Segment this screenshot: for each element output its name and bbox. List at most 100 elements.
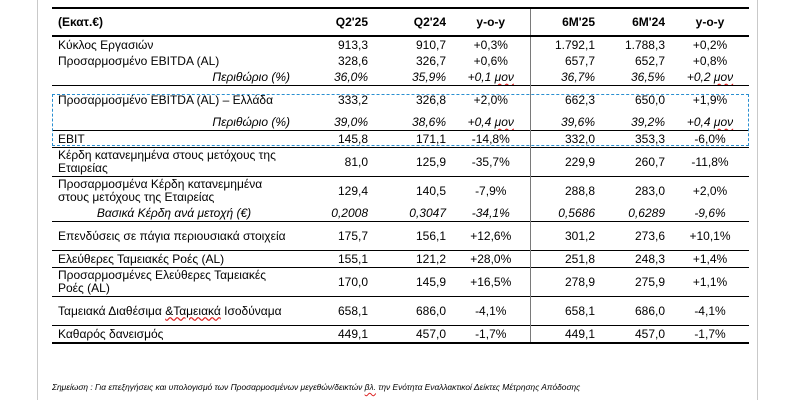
yoy-unit: μον [494,115,514,129]
table-row: Ταμειακά Διαθέσιμα &Ταμειακά Ισοδύναμα 6… [52,296,749,326]
row-label: Βασικά Κέρδη ανά μετοχή (€) [96,205,252,220]
cell-6m-24: 275,9 [634,275,665,289]
cell-yoy-quarter: -7,9% [475,184,507,198]
cell-q2-25: 333,2 [337,93,368,107]
table-row: Κύκλος Εργασιών 913,3 910,7 +0,3% 1.792,… [52,36,749,53]
cell-yoy-quarter: +12,6% [470,229,512,243]
cell-6m-25: 229,9 [529,147,601,177]
cell-q2-24: 910,7 [415,38,446,52]
cell-yoy-quarter: +0,1 μον [452,69,530,86]
table-row-margin: Περιθώριο (%) 36,0% 35,9% +0,1 μον 36,7%… [52,69,749,86]
cell-q2-24: 38,6% [411,115,446,129]
cell-q2-24: 686,0 [415,304,446,318]
cell-6m-24: 36,5% [630,70,665,84]
cell-6m-25: 1.792,1 [529,36,601,53]
header-6m-25: 6M'25 [529,8,601,36]
row-label: Περιθώριο (%) [212,69,290,84]
cell-yoy-half: +2,0% [692,184,728,198]
cell-6m-24: 0,6289 [628,206,665,220]
financial-results-table: (Εκατ.€) Q2'25 Q2'24 y-o-y 6M'25 6M'24 y… [52,7,749,344]
cell-6m-24: 248,3 [634,252,665,266]
table-row: Προσαρμοσμένο EBITDA (AL) 328,6 326,7 +0… [52,53,749,69]
cell-yoy-half: -9,6% [694,206,726,220]
cell-yoy-quarter: -14,8% [471,132,510,146]
cell-yoy-half: +0,8% [692,54,728,68]
cell-q2-25: 449,1 [337,327,368,341]
cell-q2-24: 326,8 [415,93,446,107]
cell-6m-25: 39,6% [529,114,601,131]
cell-yoy-half: +1,1% [692,275,728,289]
table-row-margin: Περιθώριο (%) 39,0% 38,6% +0,4 μον 39,6%… [52,114,749,131]
yoy-value: +0,2 [686,70,714,84]
yoy-value: +0,1 [467,70,495,84]
footnote-text: Σημείωση : Για επεξηγήσεις και υπολογισμ… [52,382,365,392]
row-label: Κύκλος Εργασιών [58,37,154,52]
row-label: Προσαρμοσμένες Ελεύθερες Ταμειακές Ροές … [58,268,267,295]
cell-6m-25: 0,5686 [529,205,601,222]
label-part: Ταμειακά Διαθέσιμα [58,303,166,318]
cell-6m-24: 283,0 [634,184,665,198]
yoy-unit: μον [713,70,734,84]
cell-6m-24: 273,6 [634,229,665,243]
cell-q2-25: 658,1 [337,304,368,318]
cell-q2-24: 145,9 [415,275,446,289]
row-label: Ελεύθερες Ταμειακές Ροές (AL) [58,251,225,266]
cell-q2-25: 81,0 [344,155,368,169]
cell-6m-25: 36,7% [529,69,601,86]
cell-6m-24: 652,7 [634,54,665,68]
header-unit: (Εκατ.€) [58,15,104,29]
cell-q2-25: 0,2008 [331,206,368,220]
frame-left-border [37,0,38,400]
cell-yoy-half: -4,1% [694,304,726,318]
cell-yoy-half: +0,4 μον [671,114,749,131]
cell-yoy-quarter: -34,1% [471,206,510,220]
row-label: Προσαρμοσμένο EBITDA (AL) [58,53,220,68]
cell-yoy-quarter: +0,6% [473,54,508,68]
cell-6m-24: 39,2% [630,115,665,129]
cell-6m-24: 260,7 [634,155,665,169]
cell-yoy-half: +10,1% [689,229,731,243]
yoy-value: +0,4 [467,115,495,129]
cell-q2-25: 145,8 [337,132,368,146]
table-row: Επενδύσεις σε πάγια περιουσιακά στοιχεία… [52,221,749,251]
cell-6m-24: 1.788,3 [624,38,665,52]
yoy-unit: μον [494,70,514,84]
cell-6m-24: 457,0 [634,327,665,341]
cell-yoy-quarter: +0,3% [473,38,508,52]
footnote: Σημείωση : Για επεξηγήσεις και υπολογισμ… [52,382,752,392]
frame-right-border [757,0,758,400]
table-row: Ελεύθερες Ταμειακές Ροές (AL) 155,1 121,… [52,250,749,268]
cell-yoy-half: -1,7% [694,327,726,341]
footnote-flagged-word: βλ. [364,382,376,392]
cell-6m-25: 657,7 [529,53,601,69]
cell-yoy-quarter: -4,1% [475,304,507,318]
header-row: (Εκατ.€) Q2'25 Q2'24 y-o-y 6M'25 6M'24 y… [52,8,749,36]
header-6m-24: 6M'24 [632,15,665,29]
cell-6m-25: 251,8 [529,250,601,268]
cell-q2-25: 170,0 [337,275,368,289]
cell-q2-25: 175,7 [337,229,368,243]
cell-6m-24: 353,3 [634,132,665,146]
cell-yoy-half: +0,2% [692,38,728,52]
header-q2-24: Q2'24 [413,15,446,29]
row-label: Ταμειακά Διαθέσιμα &Ταμειακά Ισοδύναμα [52,297,298,326]
header-yoy-quarter: y-o-y [476,15,506,29]
row-label: Καθαρός δανεισμός [58,326,164,341]
cell-q2-25: 129,4 [337,184,368,198]
cell-6m-25: 449,1 [529,325,601,343]
cell-yoy-half: +0,2 μον [671,69,749,86]
cell-yoy-quarter: -35,7% [471,155,510,169]
cell-yoy-half: +1,4% [692,252,728,266]
table-row: Προσαρμοσμένες Ελεύθερες Ταμειακές Ροές … [52,267,749,297]
cell-q2-24: 457,0 [415,327,446,341]
cell-6m-24: 686,0 [634,304,665,318]
table-row: Κέρδη κατανεμημένα στους μετόχους της Ετ… [52,147,749,177]
table-row: EBIT 145,8 171,1 -14,8% 332,0 353,3 -6,0… [52,130,749,148]
yoy-value: +0,4 [686,115,714,129]
cell-yoy-half: -11,8% [691,155,729,169]
row-label: EBIT [58,131,85,146]
cell-6m-25: 301,2 [529,221,601,251]
cell-q2-25: 328,6 [337,54,368,68]
cell-q2-25: 913,3 [337,38,368,52]
row-label: Επενδύσεις σε πάγια περιουσιακά στοιχεία [58,228,286,243]
